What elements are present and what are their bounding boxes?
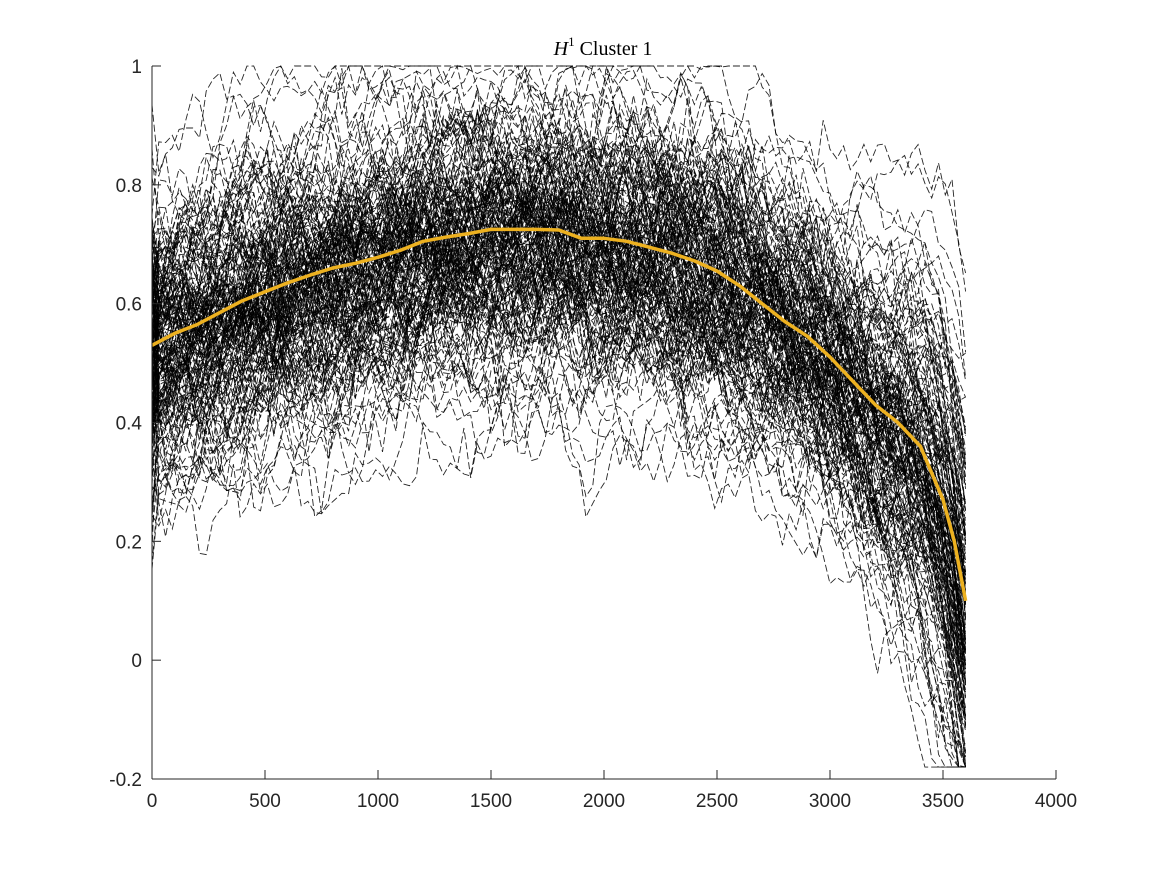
sample-curve	[151, 189, 967, 503]
sample-curve	[151, 150, 967, 514]
sample-curve	[151, 215, 967, 634]
sample-curve	[151, 174, 967, 541]
sample-curve	[151, 213, 967, 752]
sample-curve	[151, 181, 967, 604]
sample-curve	[151, 163, 967, 652]
sample-curve	[151, 174, 967, 605]
sample-curve	[151, 176, 967, 595]
x-tick-label: 1500	[470, 791, 512, 812]
sample-curve	[151, 174, 967, 545]
sample-curve	[151, 271, 967, 708]
sample-curve	[151, 221, 967, 718]
x-tick-label: 0	[147, 791, 158, 812]
sample-curve	[151, 64, 967, 378]
sample-curve	[151, 252, 967, 724]
sample-curve	[151, 154, 967, 591]
sample-curve	[151, 391, 966, 768]
sample-curve	[151, 168, 966, 768]
sample-curve	[151, 68, 967, 431]
chart-title: H1 Cluster 1	[553, 34, 653, 60]
sample-curve	[151, 223, 967, 653]
x-tick-label: 4000	[1035, 791, 1077, 812]
sample-curve	[151, 95, 967, 427]
y-tick-label: 1	[131, 57, 142, 78]
sample-curve	[151, 329, 966, 768]
sample-curve	[151, 170, 967, 638]
y-tick-label: 0.4	[116, 414, 143, 435]
mean-curve-group	[151, 227, 968, 602]
sample-curve	[151, 110, 966, 548]
sample-curve	[151, 244, 966, 663]
sample-curve	[151, 221, 967, 681]
y-tick-label: 0.6	[116, 295, 142, 316]
sample-curves-group	[151, 64, 967, 768]
x-tick-label: 500	[249, 791, 281, 812]
y-tick-label: 0	[131, 651, 142, 672]
sample-curve	[151, 314, 967, 758]
sample-curve	[151, 123, 967, 580]
sample-curve	[151, 65, 967, 381]
y-tick-label: -0.2	[109, 770, 142, 791]
sample-curve	[151, 121, 966, 605]
sample-curve	[151, 273, 967, 768]
sample-curve	[151, 290, 967, 717]
sample-curve	[151, 209, 967, 682]
sample-curve	[151, 161, 967, 576]
x-tick-label: 3500	[922, 791, 964, 812]
sample-curve	[151, 87, 967, 469]
sample-curve	[151, 73, 967, 449]
sample-curve	[151, 165, 967, 589]
sample-curve	[151, 181, 967, 616]
sample-curve	[151, 194, 967, 599]
x-tick-label: 3000	[809, 791, 851, 812]
sample-curve	[151, 95, 967, 435]
sample-curve	[151, 65, 967, 353]
x-tick-label: 2000	[583, 791, 625, 812]
sample-curve	[151, 243, 967, 650]
sample-curve	[151, 64, 967, 448]
x-tick-label: 1000	[357, 791, 399, 812]
sample-curve	[151, 255, 966, 768]
sample-curve	[151, 161, 967, 575]
y-tick-label: 0.2	[116, 532, 142, 553]
mean-curve	[151, 227, 968, 602]
sample-curve	[151, 290, 967, 731]
sample-curve	[151, 71, 967, 463]
sample-curve	[151, 340, 966, 768]
sample-curve	[151, 202, 967, 692]
sample-curve	[151, 222, 967, 696]
sample-curve	[151, 126, 967, 584]
title-math: H	[553, 38, 570, 60]
sample-curve	[151, 166, 967, 620]
sample-curve	[151, 157, 967, 486]
sample-curve	[151, 178, 966, 578]
sample-curve	[151, 170, 967, 641]
sample-curve	[151, 374, 966, 768]
sample-curve	[151, 272, 967, 768]
sample-curve	[151, 64, 967, 274]
y-tick-label: 0.8	[116, 176, 142, 197]
sample-curve	[151, 208, 967, 630]
title-rest: Cluster 1	[575, 38, 653, 60]
title-superscript: 1	[568, 34, 575, 49]
x-tick-label: 2500	[696, 791, 738, 812]
sample-curve	[151, 193, 967, 627]
axes-group: 0 500 1000 1500 2000 2500 3000 3500 4000-0.200.2…	[109, 57, 1077, 812]
sample-curve	[151, 154, 967, 618]
sample-curve	[151, 253, 966, 768]
